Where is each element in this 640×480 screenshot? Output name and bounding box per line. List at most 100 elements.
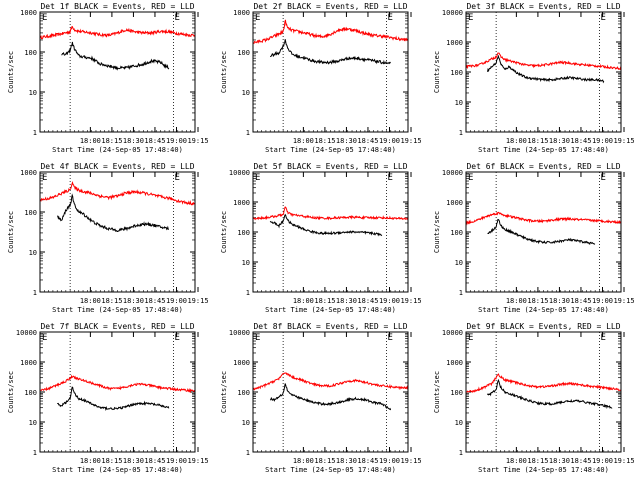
x-tick-label: 18:30: [336, 297, 357, 305]
panel-det-6: Det 6f BLACK = Events, RED = LLD Counts/s…: [433, 162, 635, 314]
y-axis-label: Counts/sec: [7, 371, 15, 413]
panel-title: Det 6f BLACK = Events, RED = LLD: [466, 162, 620, 171]
x-tick-label: 19:15: [187, 457, 208, 465]
x-tick-label: 18:30: [549, 457, 570, 465]
y-tick-label: 10000: [442, 9, 463, 17]
x-tick-label: 19:00: [166, 457, 187, 465]
panel-det-8: Det 8f BLACK = Events, RED = LLD Counts/s…: [220, 322, 422, 474]
x-tick-label: 19:00: [379, 457, 400, 465]
x-tick-label: 18:30: [549, 297, 570, 305]
flag-marker: E: [42, 13, 47, 23]
panel-det-4: Det 4f BLACK = Events, RED = LLD Counts/s…: [7, 162, 209, 314]
flag-marker: E: [255, 173, 260, 183]
plot-frame: [39, 11, 196, 133]
panel-title: Det 3f BLACK = Events, RED = LLD: [466, 2, 620, 11]
plot-frame: [252, 331, 409, 453]
panel-det-1: Det 1f BLACK = Events, RED = LLD Counts/s…: [7, 2, 209, 154]
plot-frame: [465, 331, 622, 453]
x-tick-label: 18:30: [123, 297, 144, 305]
flag-marker: E: [600, 13, 605, 23]
plot-frame: [465, 11, 622, 133]
y-tick-label: 10: [29, 249, 37, 257]
x-tick-label: 18:15: [314, 297, 335, 305]
flag-marker: E: [174, 333, 179, 343]
x-tick-label: 18:00: [506, 137, 527, 145]
x-tick-label: 18:00: [80, 457, 101, 465]
series-events-black: [61, 41, 170, 71]
x-axis-label: Start Time (24-Sep-05 17:48:40): [478, 466, 609, 474]
series-lld-red: [252, 19, 409, 45]
panel-title: Det 4f BLACK = Events, RED = LLD: [40, 162, 194, 171]
x-axis-label: Start Time (24-Sep-05 17:48:40): [265, 306, 396, 314]
plot-frame: [465, 171, 622, 293]
x-tick-label: 19:15: [187, 137, 208, 145]
y-tick-label: 10: [455, 259, 463, 267]
flag-marker: E: [387, 13, 392, 23]
x-tick-label: 18:15: [527, 137, 548, 145]
y-tick-label: 10: [29, 89, 37, 97]
flag-marker: E: [387, 173, 392, 183]
y-tick-label: 1000: [233, 9, 250, 17]
y-tick-label: 10: [242, 419, 250, 427]
flag-marker: E: [255, 13, 260, 23]
panel-title: Det 5f BLACK = Events, RED = LLD: [253, 162, 407, 171]
y-tick-label: 1: [33, 449, 37, 457]
x-tick-label: 18:00: [293, 137, 314, 145]
y-axis-label: Counts/sec: [7, 51, 15, 93]
y-tick-label: 100: [24, 209, 37, 217]
y-tick-label: 1000: [233, 199, 250, 207]
y-tick-label: 10000: [442, 169, 463, 177]
flag-marker: E: [255, 333, 260, 343]
y-tick-label: 100: [450, 69, 463, 77]
x-tick-label: 18:15: [314, 457, 335, 465]
series-lld-red: [39, 25, 196, 40]
x-tick-label: 18:00: [80, 137, 101, 145]
series-events-black: [269, 383, 392, 411]
x-tick-label: 19:15: [400, 297, 421, 305]
y-axis-label: Counts/sec: [220, 211, 228, 253]
series-events-black: [269, 39, 391, 65]
flag-marker: E: [174, 13, 179, 23]
series-events-black: [269, 213, 383, 237]
flag-marker: E: [42, 333, 47, 343]
flag-marker: E: [600, 333, 605, 343]
series-lld-red: [39, 181, 196, 206]
flag-marker: E: [468, 333, 473, 343]
y-tick-label: 1: [459, 449, 463, 457]
x-tick-label: 18:45: [144, 457, 165, 465]
x-tick-label: 18:00: [80, 297, 101, 305]
y-tick-label: 10000: [229, 329, 250, 337]
x-tick-label: 19:00: [379, 297, 400, 305]
x-tick-label: 19:00: [379, 137, 400, 145]
y-tick-label: 1000: [446, 359, 463, 367]
y-tick-label: 1: [246, 449, 250, 457]
x-tick-label: 19:15: [613, 137, 634, 145]
series-lld-red: [465, 211, 622, 226]
series-events-black: [57, 386, 170, 412]
x-axis-label: Start Time (24-Sep-05 17:48:40): [265, 466, 396, 474]
y-tick-label: 1: [246, 289, 250, 297]
x-tick-label: 18:45: [144, 297, 165, 305]
panel-title: Det 7f BLACK = Events, RED = LLD: [40, 322, 194, 331]
x-tick-label: 19:00: [592, 137, 613, 145]
plot-frame: [252, 171, 409, 293]
y-axis-label: Counts/sec: [220, 371, 228, 413]
x-tick-label: 18:15: [101, 137, 122, 145]
y-tick-label: 10: [242, 259, 250, 267]
panel-title: Det 1f BLACK = Events, RED = LLD: [40, 2, 194, 11]
series-lld-red: [465, 52, 622, 71]
y-tick-label: 10: [455, 99, 463, 107]
plot-frame: [252, 11, 409, 133]
plot-frame: [39, 331, 196, 453]
y-tick-label: 10: [455, 419, 463, 427]
y-axis-label: Counts/sec: [433, 51, 441, 93]
x-tick-label: 18:15: [101, 297, 122, 305]
y-tick-label: 1: [459, 129, 463, 137]
x-tick-label: 19:00: [166, 297, 187, 305]
y-tick-label: 100: [237, 49, 250, 57]
y-tick-label: 100: [24, 389, 37, 397]
x-tick-label: 19:00: [166, 137, 187, 145]
x-tick-label: 18:45: [357, 457, 378, 465]
series-lld-red: [39, 374, 196, 394]
x-axis-label: Start Time (24-Sep-05 17:48:40): [265, 146, 396, 154]
